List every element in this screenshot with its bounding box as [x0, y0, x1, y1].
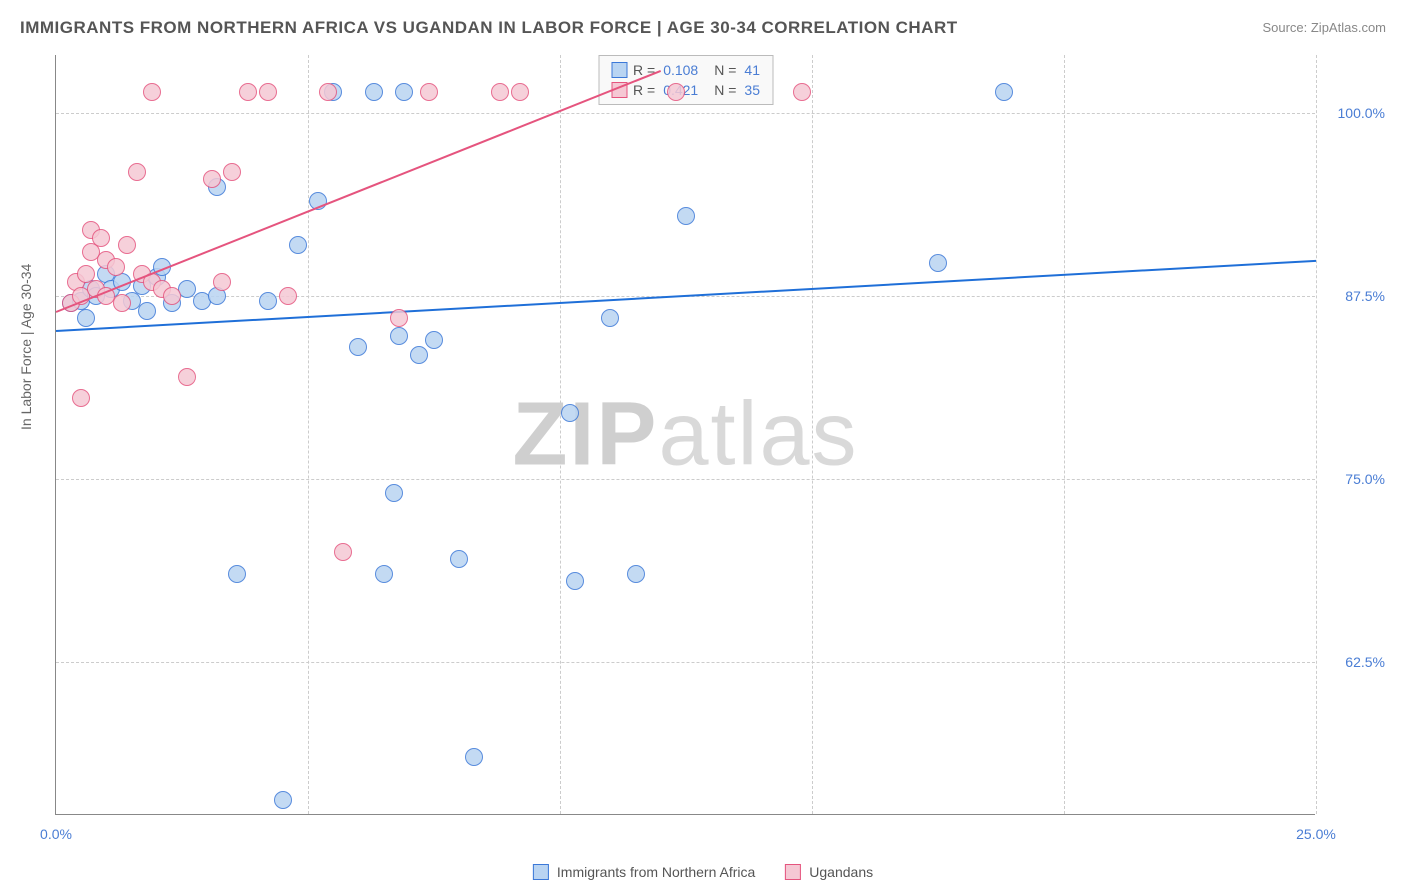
scatter-point [228, 565, 246, 583]
scatter-point [491, 83, 509, 101]
gridline-h [56, 479, 1315, 480]
scatter-point [395, 83, 413, 101]
scatter-point [128, 163, 146, 181]
legend-series-name: Ugandans [809, 864, 873, 880]
scatter-point [995, 83, 1013, 101]
scatter-point [163, 287, 181, 305]
scatter-point [601, 309, 619, 327]
gridline-v [812, 55, 813, 814]
legend-item: Ugandans [785, 864, 873, 880]
scatter-point [107, 258, 125, 276]
chart-plot-area: ZIPatlas R =0.108N =41R =0.421N =35 62.5… [55, 55, 1315, 815]
legend-item: Immigrants from Northern Africa [533, 864, 755, 880]
y-axis-label: In Labor Force | Age 30-34 [18, 264, 34, 430]
scatter-point [92, 229, 110, 247]
legend-swatch [611, 62, 627, 78]
scatter-point [365, 83, 383, 101]
series-legend: Immigrants from Northern Africa Ugandans [533, 864, 873, 880]
scatter-point [561, 404, 579, 422]
scatter-point [677, 207, 695, 225]
x-tick-label: 0.0% [40, 826, 72, 842]
source-label: Source: ZipAtlas.com [1262, 20, 1386, 35]
gridline-v [560, 55, 561, 814]
gridline-v [1316, 55, 1317, 814]
scatter-point [349, 338, 367, 356]
scatter-point [375, 565, 393, 583]
legend-n-label: N = [714, 62, 736, 78]
scatter-point [259, 83, 277, 101]
legend-swatch [785, 864, 801, 880]
gridline-v [308, 55, 309, 814]
scatter-point [385, 484, 403, 502]
scatter-point [72, 389, 90, 407]
scatter-point [450, 550, 468, 568]
chart-title: IMMIGRANTS FROM NORTHERN AFRICA VS UGAND… [20, 18, 958, 38]
y-tick-label: 75.0% [1325, 471, 1385, 487]
scatter-point [420, 83, 438, 101]
scatter-point [929, 254, 947, 272]
scatter-point [143, 83, 161, 101]
scatter-point [425, 331, 443, 349]
scatter-point [213, 273, 231, 291]
scatter-point [465, 748, 483, 766]
scatter-point [239, 83, 257, 101]
gridline-h [56, 113, 1315, 114]
gridline-h [56, 662, 1315, 663]
scatter-point [289, 236, 307, 254]
legend-r-label: R = [633, 82, 655, 98]
correlation-legend: R =0.108N =41R =0.421N =35 [598, 55, 773, 105]
scatter-point [118, 236, 136, 254]
scatter-point [113, 294, 131, 312]
scatter-point [259, 292, 277, 310]
scatter-point [793, 83, 811, 101]
x-tick-label: 25.0% [1296, 826, 1336, 842]
scatter-point [334, 543, 352, 561]
scatter-point [410, 346, 428, 364]
legend-n-label: N = [714, 82, 736, 98]
scatter-point [279, 287, 297, 305]
legend-row: R =0.108N =41 [611, 60, 760, 80]
legend-series-name: Immigrants from Northern Africa [557, 864, 755, 880]
scatter-point [178, 368, 196, 386]
y-tick-label: 100.0% [1325, 105, 1385, 121]
scatter-point [77, 309, 95, 327]
scatter-point [223, 163, 241, 181]
scatter-point [138, 302, 156, 320]
scatter-point [390, 309, 408, 327]
scatter-point [511, 83, 529, 101]
scatter-point [566, 572, 584, 590]
scatter-point [390, 327, 408, 345]
y-tick-label: 87.5% [1325, 288, 1385, 304]
y-tick-label: 62.5% [1325, 654, 1385, 670]
legend-swatch [533, 864, 549, 880]
legend-n-value: 35 [744, 82, 760, 98]
gridline-v [1064, 55, 1065, 814]
trend-line [56, 70, 662, 313]
scatter-point [627, 565, 645, 583]
scatter-point [274, 791, 292, 809]
legend-r-value: 0.108 [663, 62, 698, 78]
scatter-point [203, 170, 221, 188]
scatter-point [667, 83, 685, 101]
scatter-point [319, 83, 337, 101]
legend-row: R =0.421N =35 [611, 80, 760, 100]
legend-n-value: 41 [744, 62, 760, 78]
watermark: ZIPatlas [512, 383, 858, 486]
